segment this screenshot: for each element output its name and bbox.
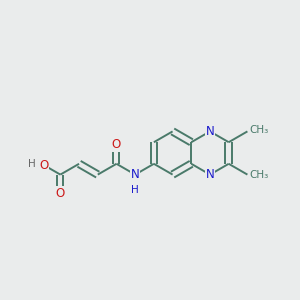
- Text: CH₃: CH₃: [250, 125, 269, 136]
- Text: O: O: [39, 159, 49, 172]
- Text: H: H: [131, 185, 139, 195]
- Text: N: N: [131, 168, 140, 181]
- Text: O: O: [56, 187, 65, 200]
- Text: N: N: [206, 168, 214, 181]
- Text: H: H: [28, 159, 35, 169]
- Text: N: N: [206, 125, 214, 138]
- Text: CH₃: CH₃: [250, 170, 269, 181]
- Text: O: O: [112, 138, 121, 151]
